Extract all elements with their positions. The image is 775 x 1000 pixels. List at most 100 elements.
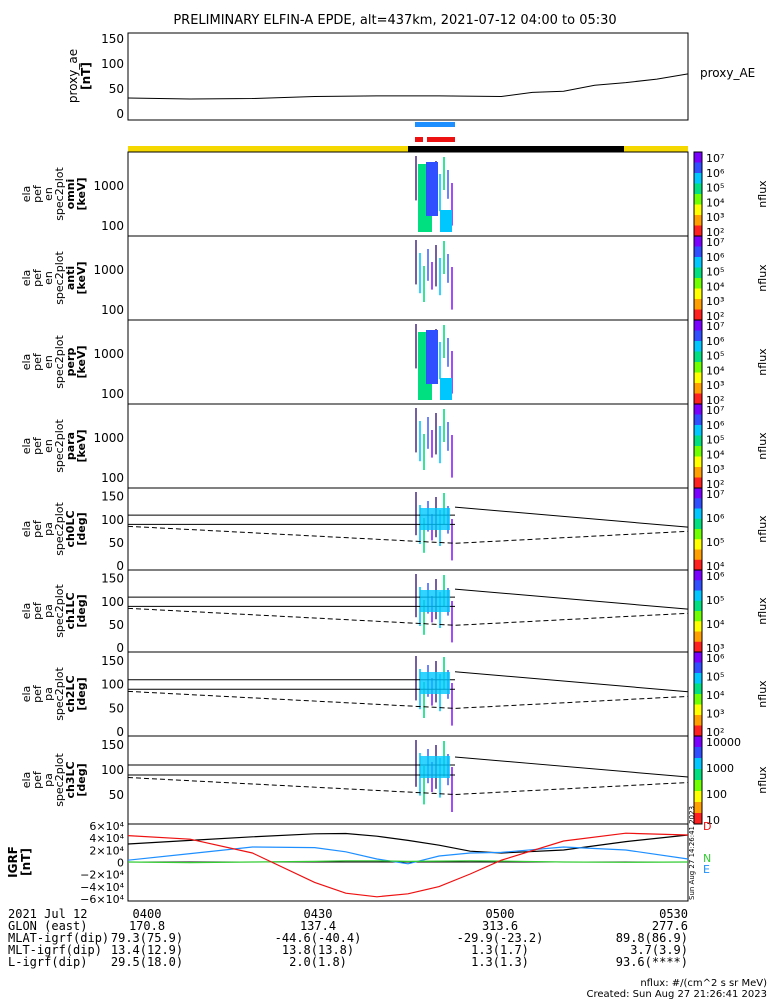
- colorbar-tick: 10⁶: [706, 570, 725, 583]
- footer-row-value: 2.0(1.8): [289, 955, 347, 969]
- spectrogram-column: [439, 342, 441, 380]
- footer-row-value: -29.9(-23.2): [457, 931, 544, 945]
- colorbar-segment: [694, 539, 702, 550]
- spectrogram-column: [423, 682, 425, 718]
- spectrogram-column: [423, 434, 425, 470]
- panel-ylabel: ela: [20, 270, 33, 287]
- panel-ytick: 1000: [93, 347, 124, 361]
- colorbar-tick: 10³: [706, 642, 724, 655]
- spectrogram-column: [415, 156, 417, 201]
- colorbar-segment: [694, 372, 702, 384]
- spectrogram-column: [451, 267, 453, 310]
- flux-block: [440, 378, 452, 400]
- spectrogram-column: [439, 258, 441, 296]
- colorbar-tick: 10³: [706, 295, 724, 308]
- colorbar-label: nflux: [756, 680, 769, 708]
- loss-cone-line: [454, 756, 689, 778]
- science-zone-bar-blue: [415, 122, 455, 127]
- panel-ytick: 50: [109, 788, 124, 802]
- panel-ylabel: ela: [20, 186, 33, 203]
- panel-ylabel: pef: [31, 684, 44, 703]
- colorbar-segment: [694, 736, 702, 748]
- panel-ytick: 100: [101, 471, 124, 485]
- colorbar-segment: [694, 204, 702, 216]
- panel-ylabel: spec2plot: [53, 502, 66, 556]
- igrf-legend-n: N: [703, 852, 711, 865]
- proxy-ae-frame: [127, 32, 689, 121]
- footer-row-value: 3.7(3.9): [630, 943, 688, 957]
- colorbar-segment: [694, 725, 702, 737]
- spectrogram-column: [415, 492, 417, 536]
- panel-ylabel: spec2plot: [53, 584, 66, 638]
- proxy-ae-ylabel-1: proxy_ae: [66, 49, 80, 103]
- colorbar-tick: 10⁶: [706, 419, 725, 432]
- colorbar-tick: 10⁴: [706, 618, 725, 631]
- panel-frame: [127, 403, 689, 489]
- spectrogram-column: [423, 266, 425, 302]
- spectrogram-column: [423, 766, 425, 805]
- panel-ytick: 1000: [93, 263, 124, 277]
- colorbar-tick: 10³: [706, 463, 724, 476]
- colorbar-segment: [694, 267, 702, 279]
- footer-row-value: 0500: [486, 907, 515, 921]
- colorbar-label: nflux: [756, 180, 769, 208]
- colorbar-segment: [694, 173, 702, 184]
- igrf-legend-e: E: [703, 863, 710, 876]
- igrf-tick: 6×10⁴: [89, 820, 124, 833]
- colorbar-segment: [694, 704, 702, 716]
- colorbar-segment: [694, 330, 702, 342]
- igrf-panel: IGRF [nT] 6×10⁴4×10⁴2×10⁴0−2×10⁴−4×10⁴−6…: [6, 806, 711, 906]
- colorbar-tick: 10⁶: [706, 652, 725, 665]
- proxy-ae-label: proxy_AE: [700, 66, 755, 80]
- proxy-ae-line: [127, 73, 689, 100]
- colorbar-segment: [694, 341, 702, 352]
- footer-row-value: 13.4(12.9): [111, 943, 183, 957]
- spectrogram-column: [415, 324, 417, 369]
- panel-ylabel: [deg]: [75, 763, 88, 796]
- panel-ytick: 100: [101, 513, 124, 527]
- igrf-tick: 0: [117, 857, 124, 870]
- spectrogram-column: [439, 426, 441, 464]
- panel-ylabel: pef: [31, 436, 44, 455]
- loss-cone-line: [454, 506, 689, 528]
- colorbar-tick: 100: [706, 788, 727, 801]
- shadow-bar: [408, 146, 624, 152]
- panel-frame: [127, 487, 689, 571]
- footer-row-value: 79.3(75.9): [111, 931, 183, 945]
- spectrogram-column: [415, 240, 417, 285]
- panel-frame: [127, 569, 689, 653]
- colorbar-segment: [694, 559, 702, 571]
- panel-ylabel: [keV]: [75, 345, 88, 378]
- created-note: Created: Sun Aug 27 21:26:41 2023: [587, 989, 767, 1000]
- footer-row-label: MLT-igrf(dip): [8, 943, 102, 957]
- colorbar-segment: [694, 673, 702, 684]
- spectrogram-column: [443, 157, 445, 190]
- footer-row-label: MLAT-igrf(dip): [8, 931, 109, 945]
- colorbar-tick: 10⁴: [706, 280, 725, 293]
- igrf-blue-line: [127, 846, 689, 865]
- colorbar-tick: 10⁷: [706, 488, 724, 501]
- spectrogram-panel: elapefpaspec2plotch0LC[deg]15010050010⁷1…: [20, 487, 769, 573]
- colorbar-segment: [694, 580, 702, 591]
- colorbar-tick: 10⁵: [706, 434, 724, 447]
- spectrogram-column: [423, 600, 425, 635]
- colorbar-segment: [694, 288, 702, 300]
- colorbar-segment: [694, 631, 702, 643]
- panel-ylabel: spec2plot: [53, 419, 66, 473]
- sunlight-bar-right: [624, 146, 688, 152]
- sunlight-bar-left: [128, 146, 408, 152]
- colorbar-segment: [694, 362, 702, 373]
- panel-ylabel: pef: [31, 268, 44, 287]
- colorbar-segment: [694, 299, 702, 310]
- colorbar-tick: 10⁴: [706, 560, 725, 573]
- panel-frame: [127, 319, 689, 405]
- proxy-ae-tick: 50: [109, 82, 124, 96]
- colorbar-segment: [694, 404, 702, 415]
- spectrogram-column: [451, 683, 453, 726]
- colorbar-segment: [694, 414, 702, 426]
- spectrogram-column: [451, 519, 453, 561]
- colorbar-segment: [694, 747, 702, 759]
